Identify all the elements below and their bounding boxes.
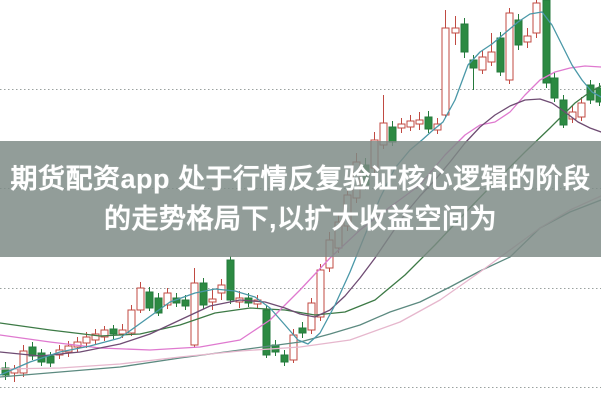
candle-up <box>127 309 136 334</box>
candle-up <box>163 292 172 306</box>
candle-down <box>109 328 118 335</box>
candle-up <box>190 282 199 346</box>
candle-up <box>487 51 496 63</box>
candle-up <box>100 329 109 338</box>
headline-line-2: 的走势格局下,以扩大收益空间为 <box>103 203 497 234</box>
candle-down <box>514 19 523 46</box>
candle-down <box>298 327 307 334</box>
candle-up <box>82 336 91 344</box>
candle-up <box>406 120 415 128</box>
candle-down <box>280 354 289 363</box>
candle-down <box>199 282 208 306</box>
candle-up <box>118 329 127 335</box>
candle-down <box>181 299 190 307</box>
candle-down <box>460 23 469 53</box>
candle-up <box>19 350 28 374</box>
candle-up <box>208 298 217 303</box>
candle-up <box>91 333 100 341</box>
candle-up <box>505 12 514 81</box>
candle-down <box>559 99 568 126</box>
ma-line-ma30-green <box>0 85 601 337</box>
candle-up <box>451 27 460 34</box>
candle-down <box>154 297 163 314</box>
candle-up <box>577 102 586 118</box>
candle-down <box>226 259 235 301</box>
candle-up <box>441 27 450 116</box>
candle-down <box>424 116 433 130</box>
candle-down <box>469 59 478 69</box>
candle-down <box>550 77 559 99</box>
candle-up <box>136 287 145 311</box>
candle-up <box>523 35 532 43</box>
candle-down <box>262 309 271 356</box>
headline-overlay: 期货配资app 处于行情反复验证核心逻辑的阶段 的走势格局下,以扩大收益空间为 <box>0 141 601 257</box>
candle-up <box>316 269 325 318</box>
candle-up <box>478 56 487 71</box>
candle-up <box>397 123 406 129</box>
candle-down <box>496 37 505 73</box>
candle-down <box>46 355 55 364</box>
candle-down <box>145 291 154 309</box>
candle-down <box>28 346 37 357</box>
candle-down <box>542 0 551 84</box>
candle-up <box>415 119 424 125</box>
candle-up <box>532 2 541 34</box>
candle-down <box>388 126 397 143</box>
headline-line-1: 期货配资app 处于行情反复验证核心逻辑的阶段 <box>10 163 591 194</box>
